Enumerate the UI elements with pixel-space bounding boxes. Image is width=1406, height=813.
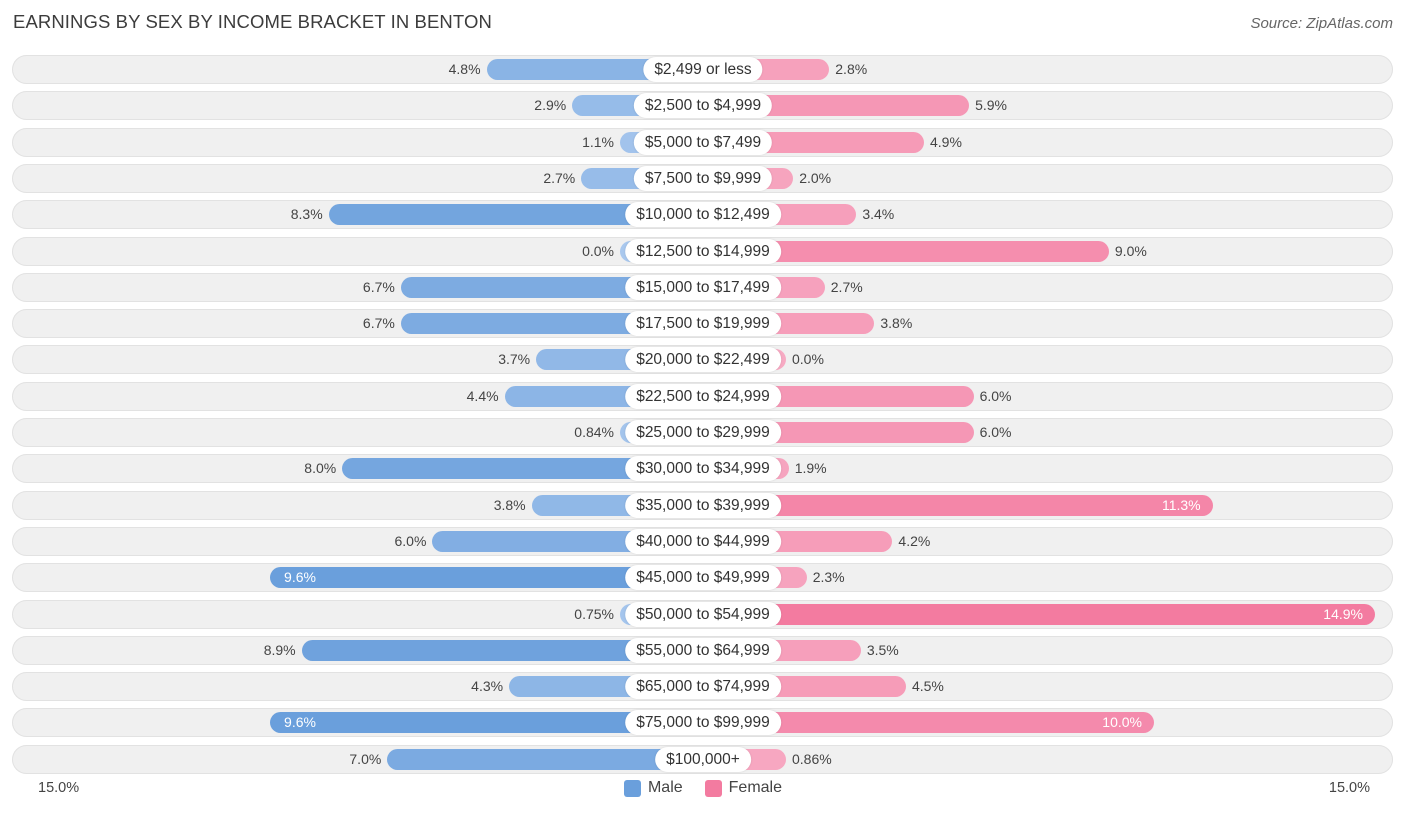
value-label-female: 4.9%: [929, 133, 962, 150]
value-label-male: 0.84%: [574, 424, 614, 440]
bar-male: [328, 204, 703, 226]
value-label-female: 9.0%: [1114, 242, 1147, 259]
value-label-male: 4.8%: [448, 61, 481, 77]
category-label: $2,500 to $4,999: [633, 93, 773, 119]
bar-male: [270, 712, 703, 734]
category-label: $25,000 to $29,999: [625, 420, 781, 445]
value-label-female: 1.9%: [794, 460, 827, 477]
value-label-female: 2.0%: [799, 169, 832, 186]
legend-label-male: Male: [647, 779, 683, 796]
value-label-female: 6.0%: [979, 387, 1012, 404]
category-label: $30,000 to $34,999: [625, 456, 781, 482]
legend-swatch-female: [704, 779, 722, 797]
value-label-male: 8.9%: [263, 641, 296, 658]
value-label-female: 0.86%: [792, 750, 832, 767]
value-label-female: 4.2%: [898, 532, 931, 549]
chart-title: EARNINGS BY SEX BY INCOME BRACKET IN BEN…: [13, 11, 492, 32]
legend-item-male: Male: [623, 779, 683, 797]
category-label: $2,499 or less: [643, 57, 763, 82]
value-label-female: 4.5%: [911, 678, 944, 695]
category-label: $45,000 to $49,999: [625, 565, 781, 591]
value-label-female: 3.8%: [880, 315, 913, 332]
value-label-female: 14.9%: [1323, 605, 1363, 622]
value-label-female: 2.3%: [812, 569, 845, 586]
category-label: $10,000 to $12,499: [625, 202, 781, 228]
category-label: $35,000 to $39,999: [625, 492, 781, 518]
category-label: $100,000+: [655, 746, 751, 772]
category-label: $40,000 to $44,999: [625, 528, 781, 554]
source-label: Source: ZipAtlas.com: [1250, 15, 1393, 32]
value-label-female: 2.8%: [835, 61, 868, 77]
category-label: $75,000 to $99,999: [625, 710, 781, 736]
value-label-female: 11.3%: [1161, 496, 1201, 513]
value-label-male: 9.6%: [284, 714, 316, 731]
value-label-female: 10.0%: [1102, 714, 1142, 731]
bar-female: [703, 494, 1213, 516]
value-label-female: 2.7%: [830, 278, 863, 295]
legend-swatch-male: [623, 779, 641, 797]
bar-male: [301, 639, 703, 661]
value-label-male: 2.7%: [543, 169, 576, 186]
value-label-female: 6.0%: [979, 424, 1012, 440]
value-label-male: 6.7%: [362, 315, 395, 332]
category-label: $55,000 to $64,999: [625, 637, 781, 663]
value-label-male: 9.6%: [284, 569, 316, 586]
legend: Male Female: [0, 779, 1406, 797]
value-label-male: 2.9%: [534, 97, 567, 114]
category-label: $12,500 to $14,999: [625, 238, 781, 264]
bar-female: [703, 603, 1375, 625]
value-label-male: 7.0%: [349, 750, 382, 767]
category-label: $5,000 to $7,499: [633, 129, 773, 155]
category-label: $15,000 to $17,499: [625, 274, 781, 300]
value-label-male: 6.7%: [362, 278, 395, 295]
bar-female: [703, 240, 1109, 262]
value-label-male: 0.0%: [582, 242, 614, 259]
value-label-male: 4.3%: [471, 678, 504, 695]
value-label-male: 3.7%: [498, 351, 531, 368]
category-label: $50,000 to $54,999: [625, 601, 781, 627]
value-label-male: 1.1%: [582, 133, 614, 150]
value-label-female: 3.5%: [866, 641, 899, 658]
axis-right-label: 15.0%: [1328, 780, 1370, 796]
bar-male: [270, 567, 703, 589]
value-label-female: 5.9%: [975, 97, 1007, 114]
axis-left-label: 15.0%: [38, 780, 80, 796]
category-label: $22,500 to $24,999: [625, 383, 781, 409]
bar-male: [387, 748, 703, 770]
value-label-male: 4.4%: [466, 387, 499, 404]
value-label-female: 0.0%: [792, 351, 824, 368]
value-label-male: 8.3%: [290, 206, 323, 223]
legend-item-female: Female: [704, 779, 783, 797]
value-label-male: 3.8%: [493, 496, 526, 513]
value-label-female: 3.4%: [862, 206, 895, 223]
bar-female: [703, 712, 1154, 734]
category-label: $20,000 to $22,499: [625, 347, 781, 373]
category-label: $7,500 to $9,999: [633, 165, 773, 191]
value-label-male: 6.0%: [394, 532, 427, 549]
category-label: $17,500 to $19,999: [625, 311, 781, 337]
legend-label-female: Female: [728, 779, 783, 796]
value-label-male: 8.0%: [304, 460, 337, 477]
value-label-male: 0.75%: [574, 605, 614, 622]
bar-male: [342, 458, 703, 480]
category-label: $65,000 to $74,999: [625, 674, 781, 700]
